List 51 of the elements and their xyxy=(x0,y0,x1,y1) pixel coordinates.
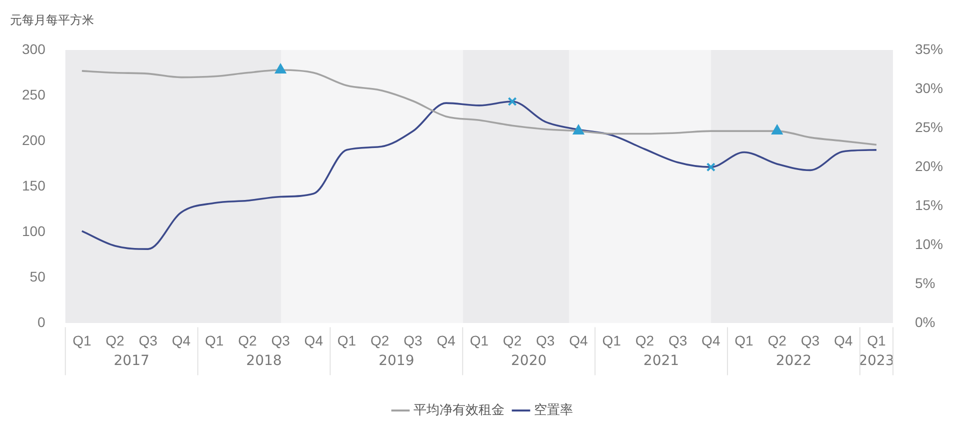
x-tick-label: Q1 xyxy=(72,332,92,348)
text: 2020 xyxy=(511,352,547,369)
x-tick-label: Q2 xyxy=(238,332,257,348)
x-tick-label: Q1 xyxy=(602,332,622,348)
text: 2017 xyxy=(114,352,150,369)
x-tick-label: Q3 xyxy=(668,332,688,348)
x-tick-label: Q1 xyxy=(867,332,886,348)
text: 2019 xyxy=(378,352,414,369)
y-tick-label: 250 xyxy=(22,86,46,102)
x-tick-label: Q1 xyxy=(470,332,489,348)
x-tick-label: Q4 xyxy=(304,332,324,348)
x-tick-label: Q4 xyxy=(172,332,191,348)
x-tick-label: Q2 xyxy=(106,332,125,348)
x-tick-label: Q3 xyxy=(800,332,820,348)
x-tick-label: Q1 xyxy=(204,332,224,348)
x-tick-label: Q4 xyxy=(702,332,720,348)
text: 2021 xyxy=(643,352,680,369)
y-tick-label: 100 xyxy=(22,222,46,239)
x-tick-label: Q2 xyxy=(768,332,787,348)
y-tick-label: 300 xyxy=(22,40,46,57)
x-tick-label: Q1 xyxy=(734,332,754,348)
y-tick-label: 150 xyxy=(22,177,46,194)
x-tick-label: Q2 xyxy=(635,332,654,348)
y-tick-label: 200 xyxy=(22,132,46,148)
y2-tick-label: 0% xyxy=(914,314,936,330)
y-tick-label: 0 xyxy=(38,314,46,330)
x-tick-label: Q2 xyxy=(370,332,390,348)
x-tick-label: Q3 xyxy=(271,332,290,348)
y2-tick-label: 5% xyxy=(914,275,936,292)
legend-label: 空置率 xyxy=(534,402,573,418)
y2-tick-label: 10% xyxy=(914,236,944,252)
y2-tick-label: 20% xyxy=(914,158,944,174)
text: 2023 xyxy=(858,352,894,369)
y2-tick-label: 35% xyxy=(914,40,944,57)
y-tick-label: 50 xyxy=(30,268,46,285)
text: 2018 xyxy=(246,352,282,369)
x-tick-label: Q3 xyxy=(536,332,555,348)
y2-tick-label: 15% xyxy=(914,196,944,213)
line-series xyxy=(81,100,878,250)
x-tick-label: Q3 xyxy=(138,332,158,348)
y2-tick-label: 25% xyxy=(914,118,944,135)
x-tick-label: Q3 xyxy=(404,332,423,348)
y-axis-title: 元每月每平方米 xyxy=(10,12,94,29)
y2-tick-label: 30% xyxy=(914,80,944,96)
text: 2022 xyxy=(776,352,812,369)
x-tick-label: Q4 xyxy=(569,332,588,348)
x-tick-label: Q1 xyxy=(337,332,356,348)
x-tick-label: Q4 xyxy=(834,332,853,348)
x-tick-label: Q2 xyxy=(502,332,522,348)
x-tick-label: Q4 xyxy=(436,332,456,348)
legend-label: 平均净有效租金 xyxy=(414,402,504,418)
